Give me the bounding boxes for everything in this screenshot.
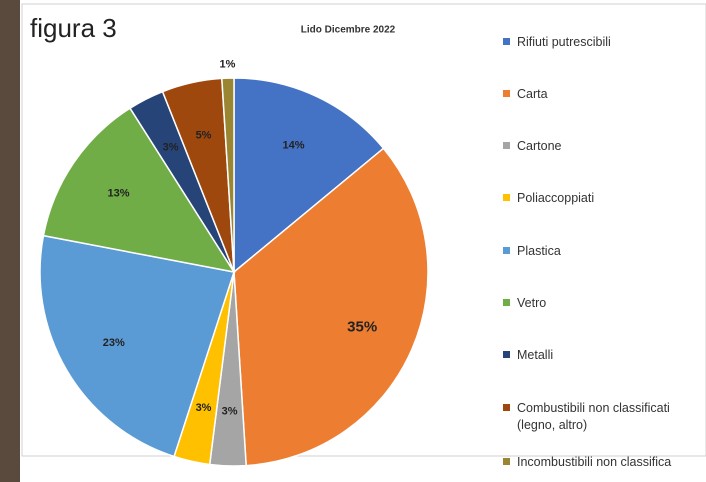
data-label: 35% <box>347 318 377 335</box>
figure-label: figura 3 <box>30 13 117 43</box>
legend-item: Incombustibili non classifica <box>503 454 703 471</box>
data-label: 5% <box>196 130 212 142</box>
data-label: 1% <box>220 58 236 70</box>
legend-label: Vetro <box>517 296 547 310</box>
legend-swatch <box>503 351 510 358</box>
legend-label: Combustibili non classificati (legno, al… <box>517 401 670 432</box>
legend-item: Carta <box>503 86 703 103</box>
legend-item: Cartone <box>503 138 703 155</box>
legend-item: Poliaccoppiati <box>503 190 703 207</box>
legend-label: Plastica <box>517 244 561 258</box>
pie-slice <box>221 77 235 273</box>
legend-item: Metalli <box>503 347 703 364</box>
data-label: 13% <box>107 187 129 199</box>
chart-frame <box>21 3 706 457</box>
legend-swatch <box>503 194 510 201</box>
legend-swatch <box>503 38 510 45</box>
legend-label: Cartone <box>517 139 562 153</box>
legend-label: Poliaccoppiati <box>517 191 595 205</box>
legend-label: Incombustibili non classifica <box>517 455 672 469</box>
legend-swatch <box>503 90 510 97</box>
legend-swatch <box>503 142 510 149</box>
data-label: 3% <box>163 141 179 153</box>
pie-slice <box>39 234 235 458</box>
pie-slice <box>233 77 385 274</box>
legend-item: Plastica <box>503 243 703 260</box>
legend-item: Vetro <box>503 295 703 312</box>
data-label: 3% <box>196 402 212 414</box>
legend-swatch <box>503 247 510 254</box>
legend-label: Metalli <box>517 348 554 362</box>
legend-swatch <box>503 404 510 411</box>
data-label: 3% <box>222 406 238 418</box>
legend-label: Rifiuti putrescibili <box>517 35 611 49</box>
legend-swatch <box>503 458 510 465</box>
pie-slice <box>42 107 236 274</box>
photo-edge <box>0 0 20 482</box>
legend-item: Rifiuti putrescibili <box>503 34 703 51</box>
pie-slice <box>233 147 429 467</box>
chart-title: Lido Dicembre 2022 <box>301 25 396 36</box>
data-label: 14% <box>282 140 304 152</box>
data-label: 23% <box>103 337 125 349</box>
legend-swatch <box>503 299 510 306</box>
legend-label: Carta <box>517 87 548 101</box>
legend-item: Combustibili non classificati (legno, al… <box>503 400 703 434</box>
